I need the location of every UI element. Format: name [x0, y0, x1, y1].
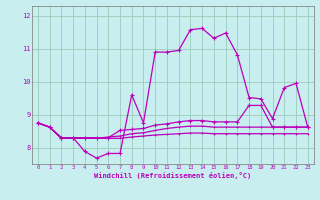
X-axis label: Windchill (Refroidissement éolien,°C): Windchill (Refroidissement éolien,°C): [94, 172, 252, 179]
